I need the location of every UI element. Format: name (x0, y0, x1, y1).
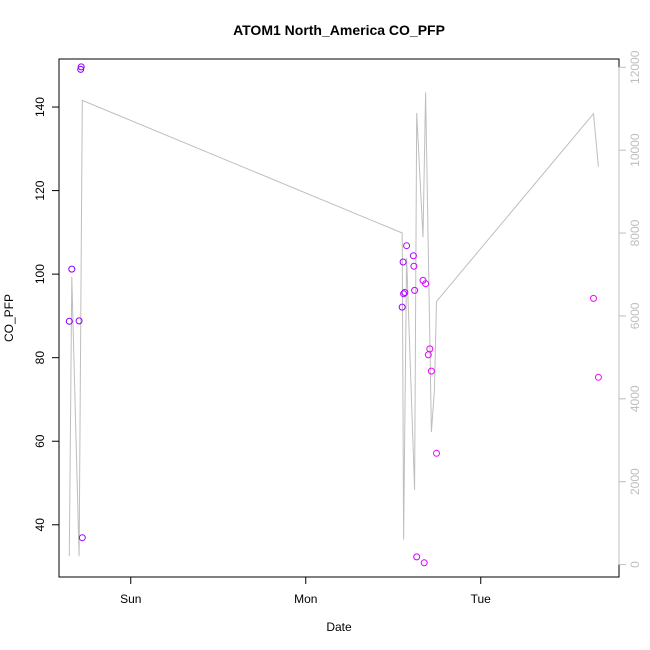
data-point (403, 242, 411, 250)
y-tick-label: 120 (33, 180, 47, 200)
points-layer (65, 63, 602, 567)
y2-tick-label: 4000 (628, 385, 642, 412)
data-point (427, 367, 435, 375)
data-point (410, 262, 418, 270)
y-axis-left: 40 60 80 100 120 140 (33, 97, 60, 532)
y2-tick-label: 0 (628, 561, 642, 568)
data-point (399, 258, 407, 266)
data-point (78, 534, 86, 542)
data-point (594, 373, 602, 381)
x-tick-label: Sun (120, 592, 141, 606)
y2-tick-label: 10000 (628, 133, 642, 167)
data-point (422, 280, 430, 288)
series-line-layer (68, 92, 599, 557)
plot-frame (58, 58, 620, 578)
y-tick-label: 60 (33, 434, 47, 448)
data-point (590, 294, 597, 302)
y2-tick-label: 2000 (628, 468, 642, 495)
chart-title: ATOM1 North_America CO_PFP (233, 22, 445, 38)
x-axis-label: Date (326, 620, 352, 634)
y2-tick-label: 12000 (628, 50, 642, 84)
y-tick-label: 40 (33, 518, 47, 532)
y2-tick-label: 8000 (628, 219, 642, 246)
data-point (75, 317, 83, 325)
data-point (401, 289, 409, 296)
y2-tick-label: 6000 (628, 302, 642, 329)
y-tick-label: 80 (33, 351, 47, 365)
data-point (426, 345, 434, 353)
data-point (413, 553, 421, 561)
data-point (433, 449, 440, 457)
data-point (68, 265, 76, 273)
data-point (398, 303, 406, 311)
data-point (400, 290, 408, 298)
x-tick-label: Mon (294, 592, 317, 606)
x-axis: Sun Mon Tue (120, 576, 492, 606)
y-tick-label: 140 (33, 97, 47, 117)
x-tick-label: Tue (471, 592, 492, 606)
data-point (77, 63, 85, 71)
data-point (420, 559, 428, 567)
data-point (409, 252, 417, 260)
data-point (77, 65, 85, 73)
data-point (411, 286, 419, 294)
data-point (65, 317, 73, 325)
y-axis-label: CO_PFP (2, 294, 16, 342)
y-tick-label: 100 (33, 264, 47, 284)
y-axis-right: 0 2000 4000 6000 8000 10000 12000 (618, 50, 642, 568)
series-line (68, 92, 599, 557)
